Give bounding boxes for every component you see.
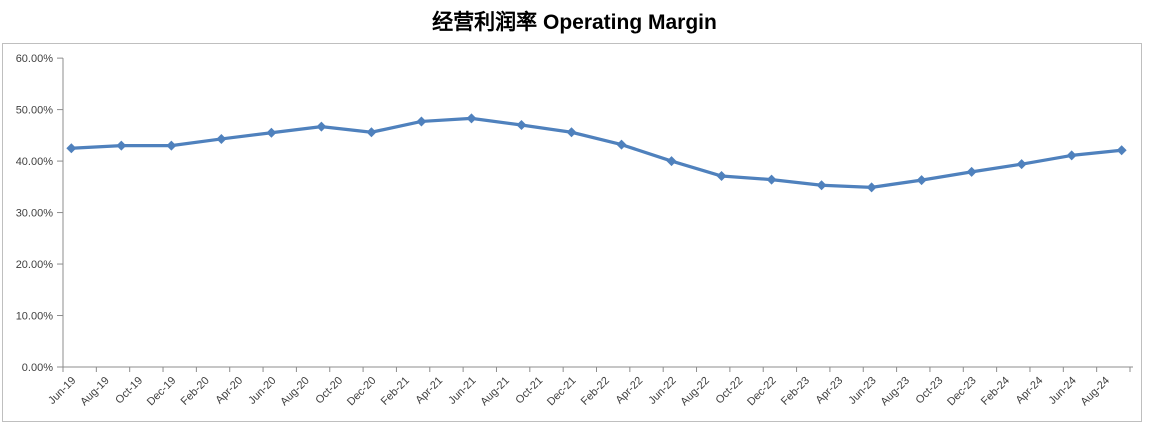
x-axis-label: Jun-21 (446, 375, 478, 407)
x-axis-label: Oct-21 (513, 375, 545, 407)
data-point-marker (1016, 159, 1027, 170)
x-axis-label: Apr-24 (1014, 375, 1046, 407)
data-point-marker (266, 127, 277, 138)
y-axis-tick-label: 10.00% (16, 311, 54, 323)
y-axis-tick-label: 20.00% (16, 259, 54, 271)
x-axis-label: Dec-19 (145, 375, 179, 409)
x-axis-label: Aug-21 (478, 375, 512, 409)
x-axis-label: Dec-20 (345, 375, 379, 409)
data-point-marker (116, 140, 127, 151)
x-axis-label: Oct-19 (113, 375, 145, 407)
data-point-marker (766, 174, 777, 185)
plot-area-frame (2, 43, 1142, 422)
x-axis-label: Jun-24 (1046, 375, 1078, 407)
x-axis-label: Aug-20 (278, 375, 312, 409)
data-point-marker (866, 182, 877, 193)
x-axis-label: Feb-20 (179, 375, 212, 408)
x-axis-label: Feb-21 (379, 375, 412, 408)
series-line (69, 116, 1124, 189)
x-axis-label: Apr-21 (413, 375, 445, 407)
x-axis-label: Aug-23 (878, 375, 912, 409)
x-axis-label: Feb-22 (579, 375, 612, 408)
data-point-marker (66, 143, 77, 154)
x-axis-label: Apr-22 (613, 375, 645, 407)
data-point-marker (616, 139, 627, 150)
data-point-marker (366, 127, 377, 138)
data-point-marker (1066, 150, 1077, 161)
data-point-marker (966, 166, 977, 177)
x-axis-label: Oct-20 (313, 375, 345, 407)
x-axis-label: Dec-22 (745, 375, 779, 409)
data-point-marker (816, 180, 827, 191)
data-point-marker (416, 116, 427, 127)
x-axis-label: Feb-23 (779, 375, 812, 408)
x-axis-label: Aug-22 (678, 375, 712, 409)
x-axis-label: Jun-22 (646, 375, 678, 407)
x-axis-label: Dec-23 (945, 375, 979, 409)
data-point-marker (466, 113, 477, 124)
data-point-marker (1116, 145, 1127, 156)
y-axis-tick-label: 60.00% (16, 53, 54, 65)
x-axis-label: Aug-19 (78, 375, 112, 409)
y-axis-tick-label: 0.00% (22, 362, 53, 374)
x-axis-label: Feb-24 (979, 375, 1012, 408)
y-axis-tick-label: 40.00% (16, 156, 54, 168)
data-point-marker (166, 140, 177, 151)
y-axis-tick-label: 30.00% (16, 208, 54, 220)
data-point-marker (216, 133, 227, 144)
x-axis-label: Dec-21 (545, 375, 579, 409)
x-axis-label: Apr-20 (213, 375, 245, 407)
data-point-marker (716, 171, 727, 182)
x-axis-label: Aug-24 (1079, 375, 1113, 409)
data-point-marker (666, 156, 677, 167)
x-axis-label: Oct-22 (714, 375, 746, 407)
x-axis-label: Apr-23 (814, 375, 846, 407)
x-axis-label: Jun-23 (846, 375, 878, 407)
x-axis-label: Jun-19 (46, 375, 78, 407)
data-point-marker (516, 120, 527, 131)
data-point-marker (566, 127, 577, 138)
x-axis-label: Oct-23 (914, 375, 946, 407)
x-axis-label: Jun-20 (246, 375, 278, 407)
data-point-marker (316, 121, 327, 132)
y-axis-tick-label: 50.00% (16, 105, 54, 117)
data-point-marker (916, 175, 927, 186)
chart-title: 经营利润率 Operating Margin (432, 11, 717, 34)
